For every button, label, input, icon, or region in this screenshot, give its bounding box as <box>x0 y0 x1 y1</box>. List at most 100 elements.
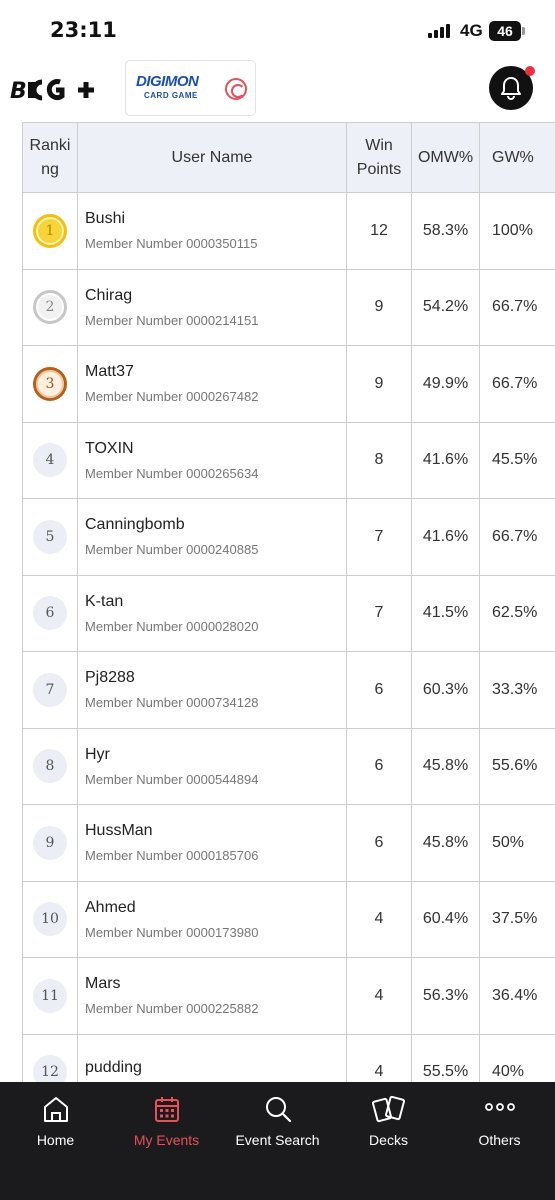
rank-cell: 4 <box>22 421 78 499</box>
user-cell: Bushi Member Number 0000350115 <box>77 192 347 270</box>
nav-event-search-label: Event Search <box>235 1132 320 1148</box>
battery-cap <box>522 27 525 35</box>
rank-cell: 11 <box>22 957 78 1035</box>
nav-event-search[interactable]: Event Search <box>222 1082 333 1162</box>
win-points-cell: 4 <box>346 957 412 1035</box>
rank-badge: 1 <box>33 213 67 248</box>
rank-badge: 9 <box>33 825 67 860</box>
table-row[interactable]: 3 Matt37 Member Number 0000267482 9 49.9% 66.… <box>22 345 555 423</box>
win-points-cell: 8 <box>346 421 412 499</box>
column-header-win-points: Win Points <box>346 122 412 193</box>
user-cell: Pj8288 Member Number 0000734128 <box>77 651 347 729</box>
nav-decks[interactable]: Decks <box>333 1082 444 1162</box>
game-logo-subtitle: CARD GAME <box>144 91 198 100</box>
omw-cell: 58.3% <box>411 192 480 270</box>
gw-cell: 33.3% <box>479 651 555 729</box>
omw-cell: 56.3% <box>411 957 480 1035</box>
member-number: Member Number 0000214151 <box>85 312 259 328</box>
column-header-ranking: Ranking <box>22 122 78 193</box>
user-cell: Mars Member Number 0000225882 <box>77 957 347 1035</box>
user-name: pudding <box>85 1059 142 1077</box>
user-name: Mars <box>85 975 121 993</box>
nav-others[interactable]: Others <box>444 1082 555 1162</box>
rank-badge: 2 <box>33 290 67 325</box>
game-logo-title: DIGIMON <box>136 73 199 90</box>
rank-cell: 1 <box>22 192 78 270</box>
signal-icon <box>428 24 454 38</box>
user-cell: K-tan Member Number 0000028020 <box>77 574 347 652</box>
user-name: TOXIN <box>85 439 134 457</box>
svg-text:B: B <box>10 79 26 104</box>
status-time: 23:11 <box>50 18 117 42</box>
win-points-cell: 4 <box>346 880 412 958</box>
rank-badge: 10 <box>33 902 67 937</box>
omw-cell: 41.6% <box>411 498 480 576</box>
network-type: 4G <box>460 21 483 40</box>
table-row[interactable]: 5 Canningbomb Member Number 0000240885 7 41.… <box>22 498 555 576</box>
table-row[interactable]: 9 HussMan Member Number 0000185706 6 45.8% 50… <box>22 804 555 882</box>
bell-icon <box>501 77 521 100</box>
rank-cell: 9 <box>22 804 78 882</box>
status-bar: 23:11 4G 46 <box>0 0 555 60</box>
win-points-cell: 4 <box>346 1033 412 1082</box>
table-row[interactable]: 12 pudding 4 55.5% 40% <box>22 1033 555 1082</box>
table-row[interactable]: 6 K-tan Member Number 0000028020 7 41.5% 62.5… <box>22 574 555 652</box>
win-points-cell: 7 <box>346 574 412 652</box>
rank-cell: 7 <box>22 651 78 729</box>
omw-cell: 55.5% <box>411 1033 480 1082</box>
user-cell: Ahmed Member Number 0000173980 <box>77 880 347 958</box>
nav-my-events-label: My Events <box>133 1132 200 1148</box>
user-cell: Matt37 Member Number 0000267482 <box>77 345 347 423</box>
member-number: Member Number 0000267482 <box>85 389 259 405</box>
user-name: K-tan <box>85 592 124 610</box>
rank-cell: 5 <box>22 498 78 576</box>
user-cell: pudding <box>77 1033 347 1082</box>
gw-cell: 37.5% <box>479 880 555 958</box>
gw-cell: 45.5% <box>479 421 555 499</box>
user-name: Ahmed <box>85 898 136 916</box>
user-cell: TOXIN Member Number 0000265634 <box>77 421 347 499</box>
win-points-cell: 9 <box>346 268 412 346</box>
omw-cell: 45.8% <box>411 804 480 882</box>
omw-cell: 45.8% <box>411 727 480 805</box>
nav-my-events[interactable]: My Events <box>111 1082 222 1162</box>
nav-home-label: Home <box>36 1132 75 1148</box>
member-number: Member Number 0000185706 <box>85 848 259 864</box>
user-name: Bushi <box>85 210 126 228</box>
battery-icon: 46 <box>489 21 521 41</box>
search-icon <box>265 1097 291 1123</box>
column-header-user-name: User Name <box>77 122 347 193</box>
user-cell: Canningbomb Member Number 0000240885 <box>77 498 347 576</box>
user-cell: Chirag Member Number 0000214151 <box>77 268 347 346</box>
gw-cell: 55.6% <box>479 727 555 805</box>
table-row[interactable]: 7 Pj8288 Member Number 0000734128 6 60.3% 33.… <box>22 651 555 729</box>
app-header: B DIGIMON CARD GAME <box>0 60 555 122</box>
more-icon <box>484 1103 515 1111</box>
omw-cell: 49.9% <box>411 345 480 423</box>
user-name: HussMan <box>85 822 153 840</box>
notification-dot <box>525 66 535 76</box>
table-row[interactable]: 1 Bushi Member Number 0000350115 12 58.3% 100… <box>22 192 555 270</box>
rank-badge: 11 <box>33 978 67 1013</box>
bottom-navigation: Home My Events Event Sea <box>0 1082 555 1200</box>
brand-logo[interactable]: B <box>10 76 105 110</box>
table-row[interactable]: 11 Mars Member Number 0000225882 4 56.3% 36.4… <box>22 957 555 1035</box>
member-number: Member Number 0000265634 <box>85 465 259 481</box>
member-number: Member Number 0000173980 <box>85 924 259 940</box>
member-number: Member Number 0000544894 <box>85 771 259 787</box>
game-logo[interactable]: DIGIMON CARD GAME <box>125 60 256 116</box>
table-row[interactable]: 2 Chirag Member Number 0000214151 9 54.2% 66.… <box>22 268 555 346</box>
nav-home[interactable]: Home <box>0 1082 111 1162</box>
column-header-gw: GW% <box>479 122 555 193</box>
gw-cell: 62.5% <box>479 574 555 652</box>
table-row[interactable]: 8 Hyr Member Number 0000544894 6 45.8% 55.6% <box>22 727 555 805</box>
member-number: Member Number 0000350115 <box>85 236 258 252</box>
gw-cell: 66.7% <box>479 345 555 423</box>
cards-icon <box>371 1095 405 1123</box>
gw-cell: 50% <box>479 804 555 882</box>
win-points-cell: 6 <box>346 804 412 882</box>
table-row[interactable]: 10 Ahmed Member Number 0000173980 4 60.4% 37.… <box>22 880 555 958</box>
table-row[interactable]: 4 TOXIN Member Number 0000265634 8 41.6% 45.5… <box>22 421 555 499</box>
user-name: Chirag <box>85 286 133 304</box>
